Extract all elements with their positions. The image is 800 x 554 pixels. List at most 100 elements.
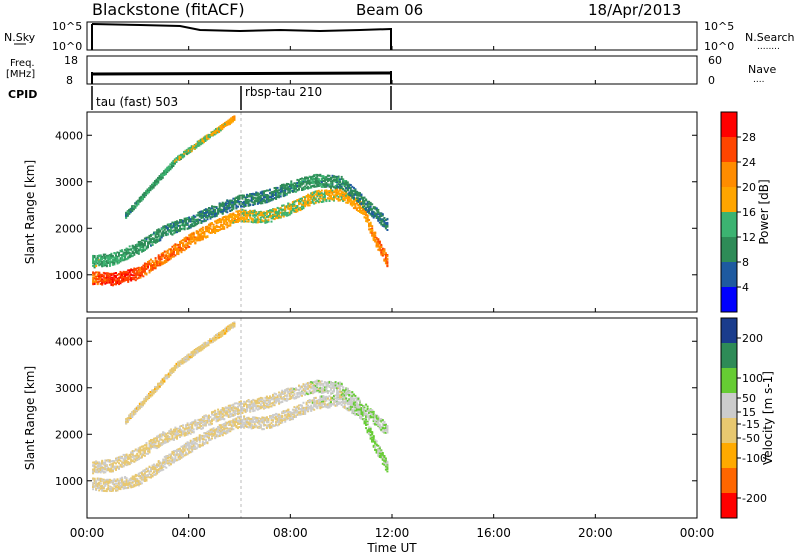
data-cell [365, 210, 368, 213]
data-cell [122, 486, 125, 489]
data-cell [152, 186, 155, 189]
data-cell [107, 256, 110, 259]
data-cell [282, 193, 285, 196]
data-cell [119, 274, 122, 276]
data-cell [352, 190, 355, 193]
data-cell [92, 259, 95, 262]
data-cell [359, 194, 361, 197]
data-cell [200, 444, 203, 447]
data-cell [151, 186, 154, 189]
data-cell [220, 210, 223, 213]
data-cell [156, 232, 159, 235]
data-cell [304, 185, 307, 188]
data-cell [342, 183, 345, 186]
data-cell [127, 250, 130, 253]
data-cell [336, 178, 339, 180]
data-cell [238, 219, 241, 222]
y-tick-label: 1000 [55, 269, 83, 282]
data-cell [166, 249, 169, 252]
data-cell [222, 125, 225, 128]
data-cell [172, 160, 175, 163]
data-cell [180, 456, 183, 459]
data-cell [171, 251, 174, 253]
data-cell [275, 186, 278, 189]
data-cell [105, 480, 108, 483]
data-cell [197, 233, 200, 236]
data-cell [191, 450, 194, 453]
data-cell [241, 217, 244, 220]
data-cell [355, 208, 358, 211]
data-cell [336, 186, 339, 189]
data-cell [184, 150, 187, 153]
data-cell [378, 245, 381, 248]
data-cell [264, 217, 267, 220]
data-cell [211, 211, 213, 214]
data-cell [299, 197, 302, 200]
data-cell [163, 455, 166, 458]
data-cell [137, 473, 140, 476]
data-cell [322, 199, 325, 202]
data-cell [107, 488, 110, 491]
data-cell [181, 155, 184, 158]
data-cell [215, 435, 218, 438]
data-cell [247, 204, 250, 206]
data-cell [189, 445, 192, 448]
data-cell [305, 200, 308, 203]
data-cell [182, 447, 185, 450]
data-cell [137, 270, 140, 273]
data-cell [218, 427, 221, 430]
data-cell [284, 192, 287, 195]
data-cell [201, 142, 204, 144]
data-cell [153, 465, 156, 468]
data-cell [221, 126, 224, 129]
data-cell [136, 277, 139, 280]
data-cell [224, 223, 227, 226]
data-cell [357, 206, 360, 209]
data-cell [196, 144, 199, 147]
data-cell [209, 210, 212, 213]
data-cell [182, 450, 185, 453]
y-tick-label: 3000 [55, 176, 83, 189]
data-cell [150, 469, 152, 472]
data-cell [108, 485, 111, 488]
data-cell [174, 248, 177, 251]
data-cell [166, 258, 169, 261]
data-cell [143, 244, 146, 247]
data-cell [110, 280, 113, 282]
data-cell [307, 177, 310, 179]
data-cell [157, 178, 160, 181]
data-cell [105, 273, 108, 276]
data-cell [137, 268, 140, 271]
data-cell [375, 237, 378, 240]
data-cell [105, 272, 108, 275]
data-cell [305, 176, 308, 179]
data-cell [189, 149, 192, 152]
data-cell [346, 193, 349, 196]
data-cell [194, 236, 197, 239]
data-cell [249, 214, 252, 217]
data-cell [188, 444, 191, 446]
data-cell [131, 481, 134, 484]
data-cell [310, 185, 313, 188]
data-cell [233, 218, 236, 220]
data-cell [148, 189, 150, 192]
data-cell [384, 256, 387, 259]
data-cell [186, 217, 189, 219]
data-cell [148, 240, 151, 243]
data-cell [169, 250, 172, 253]
data-cell [211, 228, 213, 231]
data-cell [151, 238, 154, 240]
data-cell [223, 204, 226, 207]
data-cell [276, 211, 279, 214]
data-cell [165, 456, 168, 459]
data-cell [182, 455, 185, 458]
data-cell [162, 225, 165, 228]
data-cell [176, 449, 178, 452]
data-cell [124, 486, 127, 489]
data-cell [148, 234, 151, 237]
nsky-panel: N.Sky 10^5 10^0 10^5 10^0 N.Search .....… [4, 20, 795, 53]
data-cell [284, 208, 287, 211]
data-cell [160, 263, 163, 266]
data-cell [320, 175, 323, 178]
data-cell [355, 194, 358, 197]
